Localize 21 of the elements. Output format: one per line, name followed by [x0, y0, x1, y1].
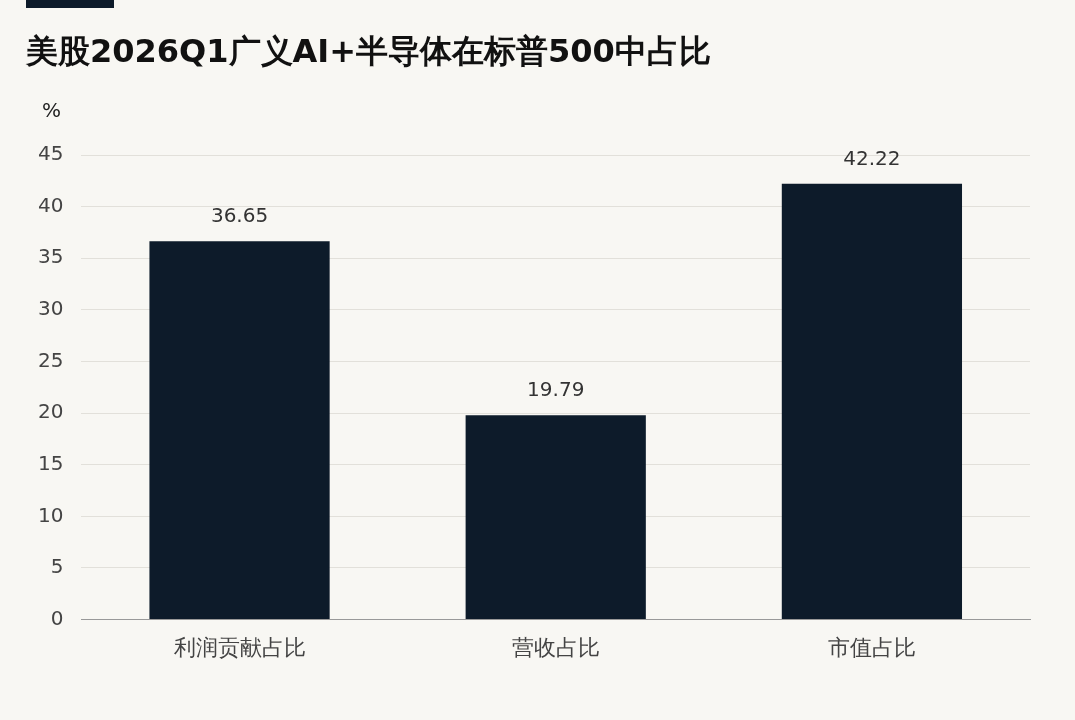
- data-label: 36.65: [210, 203, 269, 228]
- y-tick-label: 35: [38, 244, 64, 269]
- x-tick-label: 利润贡献占比: [173, 634, 306, 660]
- y-tick-label: 45: [38, 141, 64, 166]
- y-tick-label: 15: [38, 450, 64, 475]
- y-tick-label: 5: [50, 554, 64, 579]
- data-label: 42.22: [843, 145, 901, 170]
- data-label: 19.79: [527, 377, 585, 402]
- chart-title: 美股2026Q1广义AI+半导体在标普500中占比: [26, 31, 711, 72]
- y-tick-label: 0: [50, 605, 64, 630]
- y-tick-label: 10: [38, 502, 64, 527]
- y-tick-label: 25: [38, 347, 64, 372]
- y-tick-label: 40: [38, 192, 64, 217]
- bar: [465, 415, 646, 620]
- bar: [149, 241, 330, 620]
- x-tick-label: 市值占比: [827, 634, 916, 660]
- bar: [781, 183, 963, 620]
- y-tick-label: 30: [38, 296, 64, 321]
- y-tick-label: 20: [38, 399, 64, 424]
- y-axis-title: %: [42, 98, 62, 122]
- x-tick-label: 营收占比: [511, 634, 600, 660]
